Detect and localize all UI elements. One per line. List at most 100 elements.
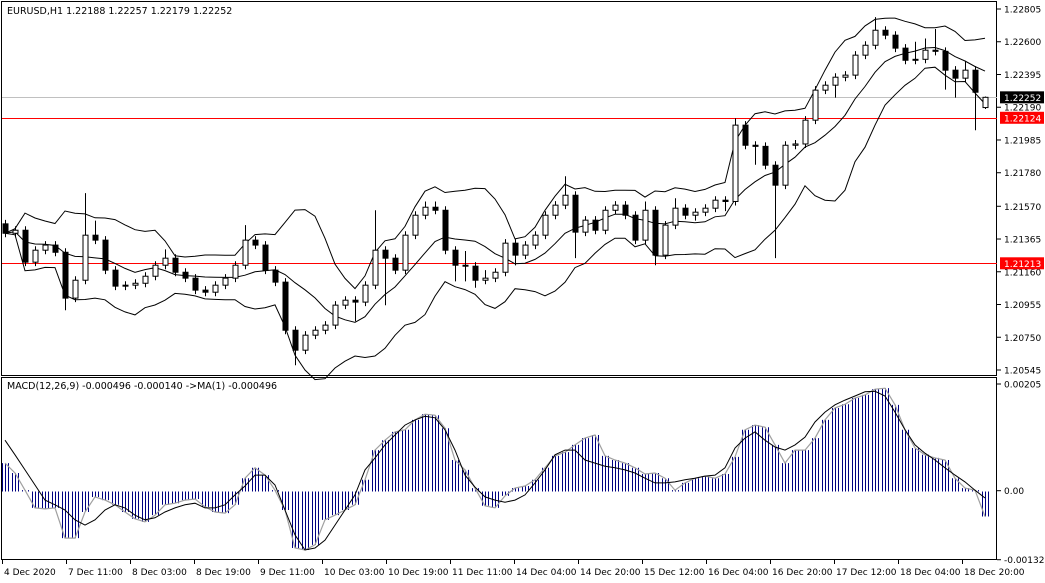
time-tick-label: 16 Dec 04:00 [708, 568, 769, 578]
bull-candle [312, 329, 319, 336]
time-tick-label: 14 Dec 04:00 [516, 568, 577, 578]
bear-candle [442, 209, 449, 251]
bull-candle [662, 224, 669, 256]
price-tick-label: 1.20545 [1004, 367, 1041, 377]
bull-candle [32, 249, 39, 263]
bear-candle [262, 244, 269, 271]
bear-candle [892, 34, 899, 49]
bull-candle [232, 264, 239, 279]
bear-candle [52, 244, 59, 253]
macd-legend: MACD(12,26,9) -0.000496 -0.000140 ->MA(1… [7, 381, 277, 392]
bull-candle [642, 209, 649, 241]
macd-pane[interactable]: MACD(12,26,9) -0.000496 -0.000140 ->MA(1… [1, 377, 1045, 567]
price-label: 1.21213 [1004, 260, 1041, 270]
bear-candle [682, 207, 689, 216]
bull-candle [832, 76, 839, 86]
bear-candle [92, 234, 99, 241]
bear-candle [572, 194, 579, 233]
bear-candle [902, 47, 909, 61]
bear-candle [22, 229, 29, 263]
bull-candle [862, 44, 869, 56]
bull-candle [552, 204, 559, 216]
bear-candle [472, 265, 479, 281]
time-tick-label: 18 Dec 04:00 [900, 568, 961, 578]
time-tick-label: 17 Dec 12:00 [836, 568, 897, 578]
bear-candle [112, 269, 119, 287]
price-label: 1.22124 [1004, 114, 1041, 124]
bear-candle [772, 164, 779, 186]
bull-candle [152, 264, 159, 277]
price-label-box [1000, 257, 1044, 270]
bollinger-middle-band [4, 46, 986, 323]
price-tick-label: 1.21570 [1004, 203, 1041, 213]
bear-candle [512, 242, 519, 256]
bollinger-lower-band [4, 66, 986, 381]
macd-pane-frame [1, 377, 997, 560]
time-tick-label: 9 Dec 11:00 [260, 568, 315, 578]
bull-candle [142, 275, 149, 284]
price-pane[interactable]: EURUSD,H1 1.22188 1.22257 1.22179 1.2225… [1, 1, 1045, 381]
bull-candle [222, 277, 229, 286]
bear-candle [762, 145, 769, 166]
bear-candle [192, 277, 199, 291]
bull-candle [72, 279, 79, 299]
price-tick-label: 1.21160 [1004, 268, 1041, 278]
bear-candle [462, 264, 469, 267]
bull-candle [962, 69, 969, 79]
bull-candle [702, 207, 709, 213]
bull-candle [922, 49, 929, 60]
bear-candle [252, 239, 259, 246]
time-tick-label: 18 Dec 20:00 [964, 568, 1025, 578]
bull-candle [792, 143, 799, 146]
bull-candle [982, 96, 989, 109]
price-tick-label: 1.21985 [1004, 136, 1041, 146]
bull-candle [562, 194, 569, 206]
price-tick-label: 1.21780 [1004, 169, 1041, 179]
bull-candle [502, 242, 509, 273]
price-label-box [1000, 91, 1044, 104]
bear-candle [972, 69, 979, 93]
bear-candle [622, 204, 629, 216]
bear-candle [942, 50, 949, 71]
bear-candle [292, 329, 299, 351]
bull-candle [82, 234, 89, 281]
bull-candle [482, 277, 489, 281]
time-tick-label: 4 Dec 2020 [4, 568, 56, 578]
bear-candle [722, 199, 729, 202]
time-tick-label: 14 Dec 20:00 [580, 568, 641, 578]
bull-candle [522, 244, 529, 256]
bear-candle [652, 209, 659, 256]
bull-candle [712, 199, 719, 209]
bull-candle [582, 219, 589, 233]
bull-candle [912, 58, 919, 61]
bear-candle [952, 69, 959, 79]
bull-candle [812, 89, 819, 121]
price-tick-label: 1.22190 [1004, 104, 1041, 114]
bull-candle [422, 206, 429, 216]
bull-candle [362, 284, 369, 303]
bull-candle [852, 54, 859, 76]
time-tick-label: 7 Dec 11:00 [68, 568, 123, 578]
bull-candle [302, 334, 309, 351]
time-tick-label: 11 Dec 11:00 [452, 568, 513, 578]
macd-signal-line [4, 390, 986, 551]
macd-tick-label: 0.00205 [1004, 381, 1041, 391]
bull-candle [602, 209, 609, 231]
bull-candle [412, 214, 419, 236]
price-tick-label: 1.22395 [1004, 71, 1041, 81]
price-label: 1.22252 [1004, 94, 1041, 104]
bull-candle [872, 29, 879, 46]
bull-candle [132, 282, 139, 286]
bull-candle [372, 249, 379, 286]
bear-candle [2, 223, 9, 234]
price-pane-frame [1, 1, 997, 376]
bear-candle [432, 206, 439, 211]
price-tick-label: 1.22805 [1004, 6, 1041, 16]
bear-candle [932, 49, 939, 52]
bear-candle [272, 269, 279, 283]
bear-candle [742, 124, 749, 146]
price-tick-label: 1.22600 [1004, 38, 1041, 48]
bear-candle [382, 249, 389, 259]
